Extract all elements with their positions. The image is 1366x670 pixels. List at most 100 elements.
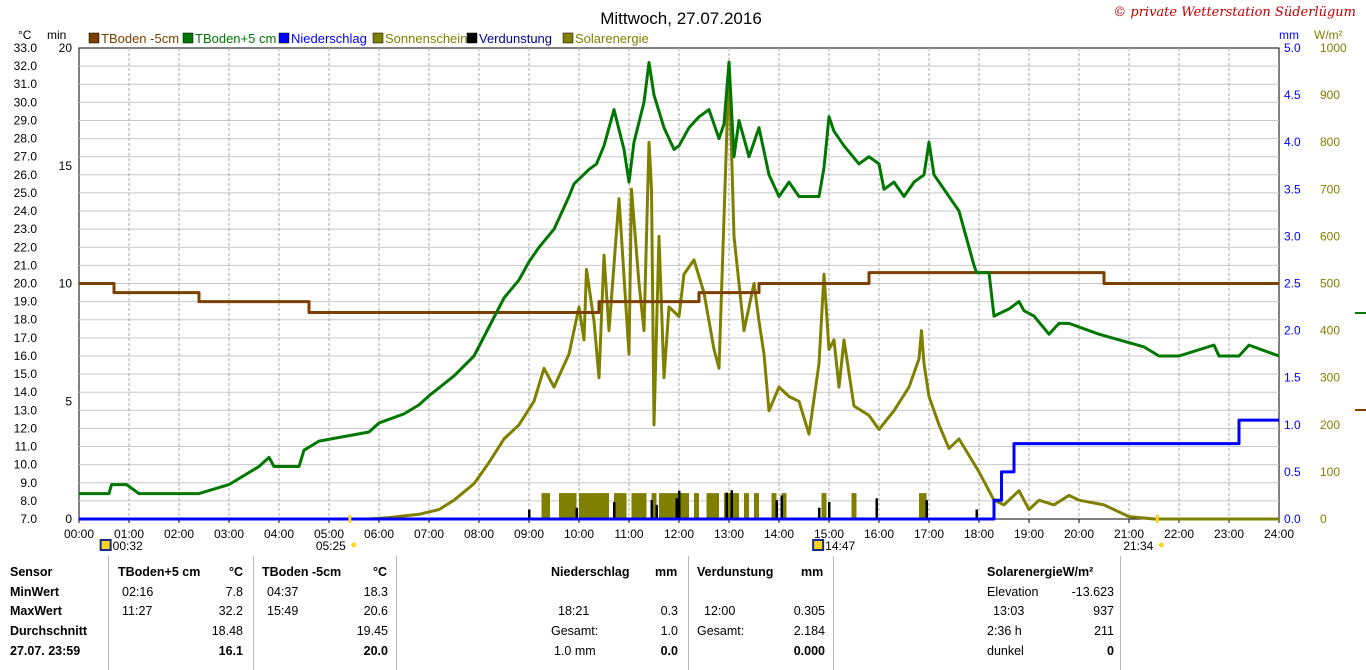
y-tick-label-mm: 5.0 — [1284, 41, 1301, 55]
evaporation-bar — [613, 502, 616, 519]
evaporation-bar — [975, 509, 978, 519]
evap-unit: mm — [801, 565, 824, 579]
rain-unit: mm — [655, 565, 678, 579]
statistics-table: Sensor MinWert MaxWert Durchschnitt 27.0… — [0, 556, 1366, 670]
y-tick-label-mm: 2.0 — [1284, 324, 1301, 338]
y-tick-label-mm: 1.5 — [1284, 371, 1301, 385]
legend-swatch — [372, 32, 384, 44]
rain-gesamt-value: 1.0 — [660, 624, 678, 638]
y-tick-label-mm: 4.0 — [1284, 135, 1301, 149]
evaporation-bar — [828, 502, 831, 519]
y-tick-label-mm: 2.5 — [1284, 277, 1301, 291]
y-tick-label-wm2: 900 — [1320, 88, 1340, 102]
sunshine-bar — [919, 493, 927, 519]
marker-time-label: 05:25 — [316, 539, 346, 553]
column-divider — [1120, 556, 1121, 670]
x-tick-label: 20:00 — [1064, 527, 1094, 541]
rain-header: Niederschlag — [551, 565, 630, 579]
line-series — [79, 60, 1280, 521]
solar-duration-value: 211 — [1094, 624, 1114, 638]
tbm5-unit: °C — [373, 565, 388, 579]
x-tick-label: 10:00 — [564, 527, 594, 541]
solar-max-value: 937 — [1093, 604, 1114, 618]
x-tick-label: 07:00 — [414, 527, 444, 541]
evap-max-value: 0.305 — [793, 604, 825, 618]
x-axis-time: 00:00 01:00 02:00 03:00 04:00 05:00 06:00 07:00… — [64, 519, 1294, 541]
y-axis-unit-minutes: min — [47, 28, 66, 42]
legend-label: TBoden+5 cm — [195, 31, 276, 46]
sunshine-bar — [579, 493, 609, 519]
column-divider — [833, 556, 834, 670]
evap-gesamt-label: Gesamt: — [697, 624, 745, 638]
tb5-max-value: 32.2 — [218, 604, 243, 618]
x-tick-label: 22:00 — [1164, 527, 1194, 541]
sunshine-bar — [851, 493, 857, 519]
sunshine-bar — [744, 493, 749, 519]
y-tick-label-mm: 3.5 — [1284, 182, 1301, 196]
evap-header: Verdunstung — [697, 565, 774, 579]
rain-max-value: 0.3 — [660, 604, 678, 618]
tb5-min-time: 02:16 — [122, 585, 154, 599]
series-solarenergie — [79, 60, 1279, 521]
y-tick-label-celsius: 15.0 — [14, 367, 38, 381]
x-tick-label: 11:00 — [614, 527, 643, 541]
x-tick-label: 19:00 — [1014, 527, 1044, 541]
solar-dunkel-label: dunkel — [987, 644, 1024, 658]
y-tick-label-celsius: 33.0 — [14, 41, 38, 55]
y-tick-label-wm2: 1000 — [1320, 41, 1347, 55]
y-tick-label-minutes: 20 — [59, 41, 73, 55]
y-axis-unit-wm2: W/m² — [1314, 28, 1343, 42]
evaporation-bar — [528, 509, 531, 519]
rain-threshold-value: 0.0 — [660, 644, 678, 658]
sun-moon-markers: 00:32 05:25 14:47 21:34 — [99, 515, 1164, 553]
evaporation-bar — [925, 500, 928, 519]
x-tick-label: 06:00 — [364, 527, 394, 541]
sunshine-bar — [771, 493, 777, 519]
legend-label: Sonnenschein — [385, 31, 467, 46]
x-tick-label: 21:00 — [1114, 527, 1144, 541]
y-tick-label-celsius: 25.0 — [14, 186, 38, 200]
date-label: 27.07. 23:59 — [10, 644, 81, 658]
y-tick-label-celsius: 17.0 — [14, 331, 38, 345]
y-tick-label-wm2: 800 — [1320, 135, 1340, 149]
column-divider — [253, 556, 254, 670]
right-edge-green-tick — [1355, 312, 1366, 314]
y-tick-label-mm: 1.0 — [1284, 418, 1301, 432]
y-tick-label-wm2: 200 — [1320, 418, 1340, 432]
bar-series — [528, 490, 978, 519]
evaporation-bar — [780, 495, 783, 519]
solar-elevation-value: -13.623 — [1071, 585, 1114, 599]
legend-swatch — [278, 32, 290, 44]
legend-swatch — [88, 32, 100, 44]
solar-dunkel-value: 0 — [1107, 644, 1114, 658]
x-tick-label: 09:00 — [514, 527, 544, 541]
tbm5-max-time: 15:49 — [267, 604, 299, 618]
y-tick-label-celsius: 31.0 — [14, 77, 38, 91]
sensor-label: Sensor — [10, 565, 53, 579]
x-tick-label: 15:00 — [814, 527, 844, 541]
evaporation-bar — [818, 507, 821, 519]
y-tick-label-wm2: 700 — [1320, 182, 1340, 196]
tbm5-min-value: 18.3 — [363, 585, 388, 599]
legend-label: Niederschlag — [291, 31, 367, 46]
x-tick-label: 01:00 — [114, 527, 144, 541]
y-tick-label-celsius: 14.0 — [14, 385, 38, 399]
y-tick-label-wm2: 300 — [1320, 371, 1340, 385]
evap-current: 0.000 — [793, 644, 825, 658]
evaporation-bar — [675, 498, 678, 519]
series-tboden-plus5 — [79, 61, 1280, 496]
y-tick-label-celsius: 23.0 — [14, 222, 38, 236]
y-tick-label-minutes: 5 — [65, 394, 72, 408]
moon-icon — [812, 539, 825, 551]
moon-icon — [99, 539, 112, 551]
tbm5-max-value: 20.6 — [363, 604, 388, 618]
series-niederschlag — [79, 418, 1279, 521]
y-tick-label-celsius: 13.0 — [14, 403, 38, 417]
tbm5-average: 19.45 — [356, 624, 388, 638]
y-tick-label-wm2: 600 — [1320, 229, 1340, 243]
tb5-unit: °C — [229, 565, 244, 579]
y-tick-label-celsius: 27.0 — [14, 150, 38, 164]
tbm5-header: TBoden -5cm — [262, 565, 342, 579]
